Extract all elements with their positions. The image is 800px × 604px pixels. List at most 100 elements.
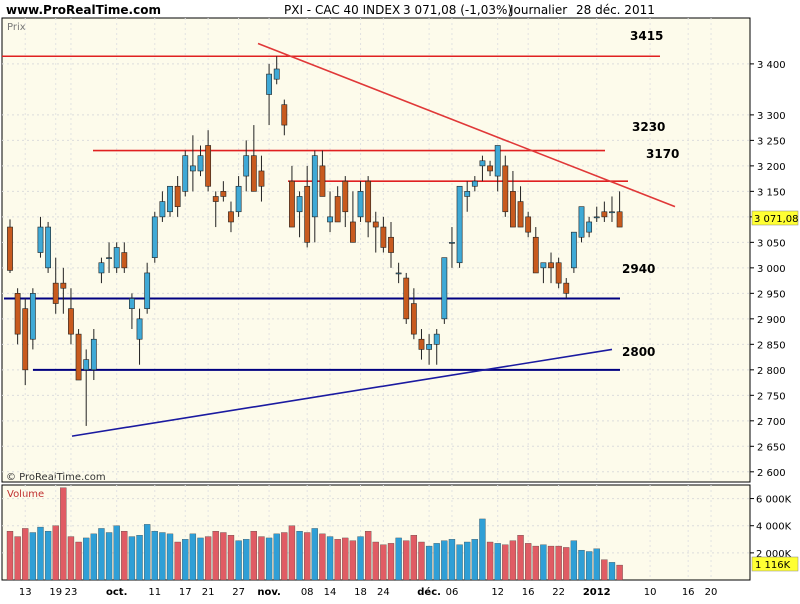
candle-body (258, 170, 265, 187)
date-tick-label: 08 (301, 587, 314, 598)
volume-bar (197, 537, 204, 581)
volume-tick-label: 4 000K (756, 522, 792, 533)
candle-body (121, 252, 128, 269)
price-tick-label: 2 600 (757, 468, 786, 479)
volume-bar (525, 543, 532, 581)
candle-body (517, 201, 524, 228)
volume-bar (387, 543, 395, 581)
candle-body (98, 262, 105, 274)
volume-bar (357, 536, 364, 581)
volume-bar (441, 540, 448, 581)
volume-bar (265, 537, 273, 581)
candle-body (159, 201, 166, 218)
volume-bar (296, 530, 303, 581)
candle-body (289, 180, 295, 228)
date-axis-labels: 13 19 23 oct. 11 17 21 27 nov. 08 14 18 24 déc. 06 12 16… (19, 586, 718, 598)
volume-bar (52, 525, 59, 581)
candle-body (349, 221, 356, 243)
candle-body (113, 247, 120, 269)
candle-body (372, 221, 379, 228)
date-tick-label: 18 (354, 587, 367, 598)
price-tick-label: 3 200 (757, 162, 786, 173)
volume-bar (418, 541, 425, 581)
candle-body (433, 333, 440, 345)
candle-body (502, 165, 509, 213)
volume-bar (448, 539, 456, 581)
volume-tick-label: 6 000K (756, 495, 792, 506)
date-tick-label: 12 (491, 587, 504, 598)
site-url[interactable]: www.ProRealTime.com (6, 3, 161, 17)
volume-bar (494, 543, 501, 581)
candle-body (578, 206, 585, 238)
volume-bar (75, 541, 82, 581)
candle-body (357, 191, 364, 218)
price-tick-label: 2 800 (757, 366, 786, 377)
candle-body (532, 236, 539, 274)
volume-bar (220, 532, 227, 581)
volume-bar (144, 524, 151, 581)
candle-body (212, 196, 219, 202)
candle-body (570, 231, 577, 269)
last-price-value: 3 071,08 (754, 214, 799, 225)
volume-bar (204, 536, 212, 581)
trendline-up (71, 348, 613, 437)
instrument-name: PXI - CAC 40 INDEX (284, 3, 400, 17)
candle-body (487, 165, 493, 172)
volume-bar (250, 530, 257, 581)
candle-body (334, 196, 341, 223)
header-bar (0, 0, 800, 18)
volume-bar (227, 535, 235, 581)
candle-body (174, 185, 181, 207)
candle-body (365, 180, 372, 223)
level-label-3170: 3170 (646, 147, 679, 161)
volume-bar (410, 535, 418, 581)
volume-bar (517, 535, 524, 581)
volume-bar (563, 547, 570, 581)
volume-bar (90, 533, 97, 581)
volume-bar (532, 545, 539, 581)
volume-bar (136, 535, 143, 581)
level-label-2940: 2940 (622, 262, 655, 276)
candle-body (342, 180, 349, 213)
candle-body (250, 155, 257, 192)
volume-bar (212, 530, 219, 581)
date-tick-label: 17 (179, 587, 192, 598)
candle-body (167, 185, 173, 213)
candle-body (380, 226, 387, 248)
date-tick-label: 14 (324, 587, 337, 598)
candle-body (220, 191, 227, 197)
volume-bar (304, 532, 311, 581)
candle-body (586, 221, 593, 233)
level-label-3230: 3230 (632, 120, 665, 134)
volume-bar (273, 533, 280, 581)
candle-body (418, 338, 425, 350)
candle-body (29, 293, 36, 340)
volume-bar (67, 536, 75, 581)
candle-body (83, 359, 90, 371)
price-tick-label: 2 900 (757, 315, 786, 326)
volume-bar (486, 541, 494, 581)
volume-tick-label: 2 000K (756, 549, 792, 560)
volume-bar (105, 532, 113, 581)
date-tick-label: 10 (644, 587, 657, 598)
date-tick-label: 16 (522, 587, 535, 598)
volume-bars (6, 487, 623, 581)
volume-bar (555, 545, 562, 581)
candle-body (266, 73, 272, 95)
volume-bar (189, 533, 197, 581)
price-tick-label: 3 150 (757, 187, 786, 198)
last-volume-value: 1 116K (755, 560, 791, 571)
date-tick-label: 24 (377, 587, 390, 598)
date-tick-label: déc. (417, 586, 441, 598)
candle-body (616, 211, 623, 228)
price-tick-label: 3 400 (757, 60, 786, 71)
volume-bar (174, 541, 181, 581)
volume-bar (464, 541, 471, 581)
candle-body (129, 298, 135, 309)
candle-body (494, 145, 501, 177)
date-tick-label: 13 (19, 587, 32, 598)
volume-bar (342, 537, 349, 581)
price-tick-label: 3 000 (757, 264, 786, 275)
volume-bar (151, 530, 158, 581)
